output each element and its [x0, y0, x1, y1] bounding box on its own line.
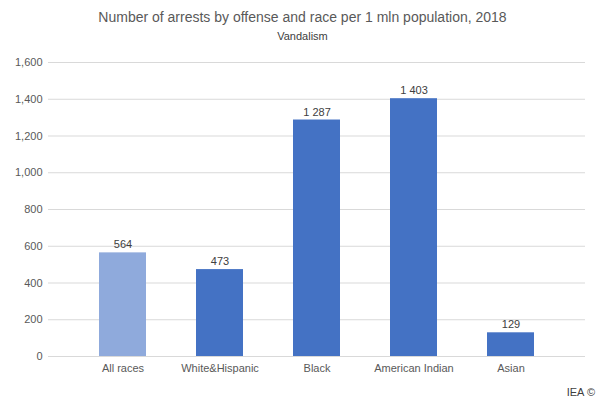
svg-text:473: 473: [211, 255, 229, 267]
svg-text:1 403: 1 403: [400, 84, 428, 96]
svg-text:1,000: 1,000: [15, 166, 43, 178]
svg-text:800: 800: [24, 203, 42, 215]
svg-text:564: 564: [114, 238, 132, 250]
html-text:Number of arrests by offense a: Number of arrests by offense and race pe…: [98, 9, 507, 25]
svg-text:1,200: 1,200: [15, 130, 43, 142]
html-text:IEA ©: IEA ©: [566, 386, 595, 398]
svg-text:400: 400: [24, 277, 42, 289]
svg-text:1,600: 1,600: [15, 56, 43, 68]
svg-text:Asian: Asian: [497, 362, 525, 374]
svg-text:White&Hispanic: White&Hispanic: [181, 362, 259, 374]
html-text:Vandalism: Vandalism: [277, 30, 328, 42]
svg-text:0: 0: [36, 350, 42, 362]
svg-text:600: 600: [24, 240, 42, 252]
svg-text:200: 200: [24, 313, 42, 325]
svg-text:American Indian: American Indian: [374, 362, 454, 374]
svg-text:All races: All races: [102, 362, 145, 374]
svg-text:129: 129: [502, 318, 520, 330]
svg-text:1 287: 1 287: [303, 106, 331, 118]
svg-text:Black: Black: [304, 362, 331, 374]
svg-text:1,400: 1,400: [15, 93, 43, 105]
